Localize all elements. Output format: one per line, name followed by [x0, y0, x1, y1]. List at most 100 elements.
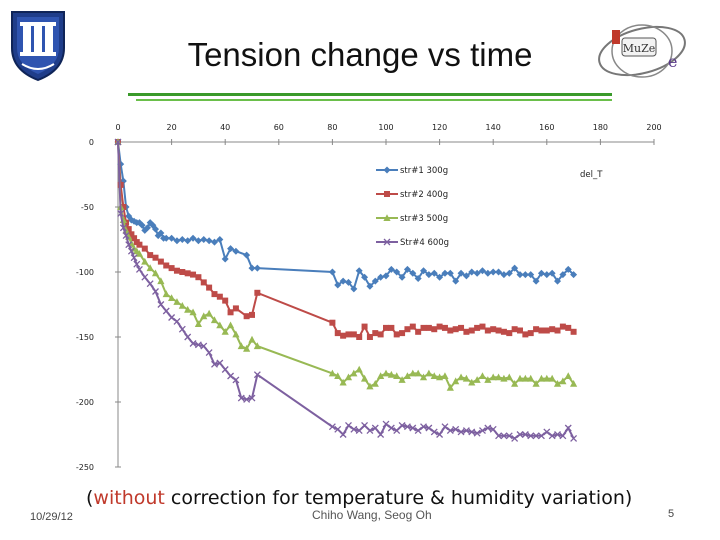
series-4-point	[436, 431, 444, 438]
series-4-point	[387, 424, 395, 432]
series-4-point	[495, 432, 503, 440]
series-2-point	[538, 327, 545, 334]
series-2-point	[200, 279, 207, 286]
series-2-point	[356, 334, 363, 340]
series-3-point	[184, 305, 192, 313]
series-4-point	[248, 394, 256, 402]
series-1-point	[184, 237, 192, 245]
series-1-point	[393, 268, 401, 276]
series-1-point	[382, 272, 390, 280]
series-2-point	[500, 328, 507, 335]
series-3-point	[221, 328, 229, 335]
series-4-point	[366, 427, 374, 435]
series-2-point	[474, 324, 481, 331]
y-tick-label: -250	[76, 463, 94, 472]
series-3-point	[344, 373, 353, 381]
series-1-point	[248, 264, 256, 272]
series-2-point	[511, 326, 518, 333]
series-2-point	[409, 323, 416, 330]
title-underline-secondary	[136, 99, 612, 101]
series-2-point	[195, 274, 202, 281]
series-2-point	[468, 327, 475, 334]
series-3-point	[436, 373, 444, 381]
series-4-point	[189, 340, 197, 347]
series-4-point	[162, 307, 170, 315]
series-3-line	[117, 141, 575, 390]
series-4-point	[200, 342, 208, 350]
series-4-point	[403, 423, 411, 431]
series-4-line	[117, 141, 575, 440]
series-2-point	[345, 331, 352, 338]
series-2-point	[388, 324, 395, 331]
series-2-point	[420, 324, 427, 331]
series-1-point	[398, 273, 406, 281]
series-3-point	[382, 369, 390, 377]
series-3-point	[500, 374, 508, 382]
series-1-point	[495, 268, 503, 276]
series-1-point	[216, 236, 224, 243]
series-2-point	[517, 327, 523, 334]
series-3-point	[360, 374, 369, 382]
muze-logo-text: MuZe	[623, 42, 656, 55]
legend-swatch-marker	[383, 238, 391, 246]
title-underline	[128, 93, 612, 96]
series-2-point	[543, 327, 550, 334]
series-3-point	[462, 374, 470, 382]
series-1-point	[173, 237, 181, 245]
series-2-point	[490, 326, 497, 333]
series-4-point	[141, 273, 149, 281]
series-1-point	[532, 277, 540, 285]
series-2-point	[206, 284, 213, 291]
caption-open: (	[86, 487, 94, 509]
series-4-point	[157, 301, 165, 308]
series-3-point	[570, 380, 578, 387]
series-4-point	[521, 431, 529, 438]
series-4-point	[221, 366, 229, 373]
chart-axes: 0 20 40 60 80 100 120 140 160 180 200 0 -50 -100 -150 -…	[76, 123, 662, 472]
series-1-point	[243, 251, 251, 259]
series-4-point	[468, 428, 476, 436]
series-4-point	[146, 280, 154, 288]
series-2-point	[425, 324, 432, 331]
series-3-point	[173, 298, 181, 305]
series-4-point	[371, 424, 379, 432]
series-4-point	[527, 432, 535, 440]
series-2-point	[128, 231, 135, 238]
series-1-point	[527, 271, 535, 279]
x-tick-label: 200	[646, 123, 661, 132]
series-1-point	[570, 271, 578, 279]
series-4-point	[119, 224, 127, 232]
series-4-point	[194, 341, 202, 349]
series-2-point	[559, 323, 566, 330]
series-2-point	[147, 252, 154, 259]
series-4-point	[473, 429, 481, 437]
series-1-point	[430, 269, 438, 277]
series-2-point	[179, 269, 186, 275]
x-tick-label: 100	[378, 123, 393, 132]
x-tick-label: 120	[432, 123, 447, 132]
series-1-point	[387, 265, 395, 273]
series-4-point	[457, 428, 465, 436]
series-3-point	[205, 309, 213, 317]
series-4-point	[127, 247, 135, 255]
series-1-point	[564, 265, 572, 273]
series-3-point	[527, 374, 535, 382]
series-1-point	[205, 237, 213, 245]
series-2-point	[157, 258, 164, 265]
series-1-point	[361, 273, 369, 281]
series-1-point	[334, 281, 342, 289]
series-4-point	[355, 427, 363, 435]
series-2-point	[441, 324, 448, 331]
legend-swatch-marker	[384, 191, 390, 197]
series-2-point	[329, 319, 336, 326]
series-2-point	[173, 267, 180, 274]
series-3-point	[484, 376, 492, 383]
series-3-point	[366, 382, 374, 390]
series-3-point	[141, 257, 149, 265]
series-2-point	[184, 270, 191, 277]
series-4-point	[114, 138, 122, 146]
series-1-point	[178, 236, 186, 243]
series-1-point	[371, 277, 379, 285]
series-3-point	[178, 302, 186, 309]
series-3-point	[452, 377, 460, 385]
